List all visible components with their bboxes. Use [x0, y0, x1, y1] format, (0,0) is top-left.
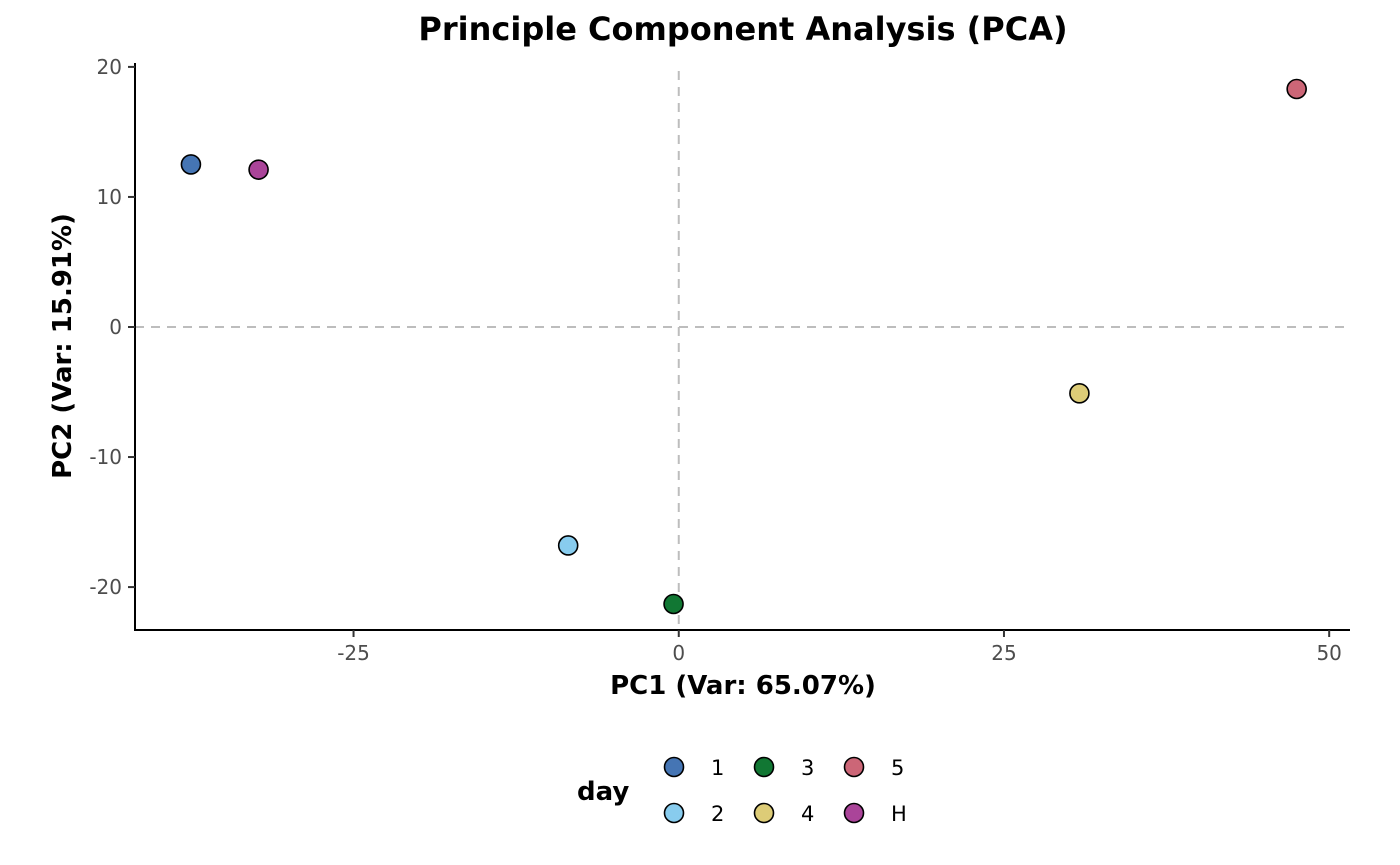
x-tick-label: 50 — [1316, 641, 1341, 665]
legend-key-2 — [663, 802, 685, 824]
data-point-day-1 — [180, 154, 202, 175]
x-axis-title: PC1 (Var: 65.07%) — [610, 671, 876, 701]
legend-key-5 — [843, 756, 865, 778]
y-tick-label: 20 — [97, 55, 122, 79]
legend: day 1 2 3 4 5 H — [577, 756, 907, 826]
reference-lines — [135, 71, 1350, 630]
legend-label-3: 3 — [801, 756, 814, 780]
data-point-day-2 — [557, 535, 579, 556]
legend-label-5: 5 — [891, 756, 904, 780]
y-tick-label: -10 — [89, 445, 122, 469]
x-tick-label: 0 — [672, 641, 685, 665]
plot-area: -25 0 25 50 20 10 0 -10 -20 — [89, 55, 1350, 665]
y-axis-ticks: 20 10 0 -10 -20 — [89, 55, 135, 599]
data-point-day-H — [248, 159, 269, 180]
data-point-day-3 — [663, 593, 684, 615]
y-tick-label: -20 — [89, 575, 122, 599]
y-tick-label: 10 — [97, 185, 122, 209]
legend-title: day — [577, 777, 629, 807]
x-axis-ticks: -25 0 25 50 — [337, 630, 1342, 665]
legend-key-3 — [753, 756, 775, 778]
data-points — [180, 78, 1307, 615]
legend-label-4: 4 — [801, 802, 814, 826]
chart-title: Principle Component Analysis (PCA) — [418, 10, 1067, 48]
legend-key-H — [843, 802, 865, 824]
legend-items: 1 2 3 4 5 H — [663, 756, 907, 826]
x-tick-label: -25 — [337, 641, 370, 665]
y-tick-label: 0 — [109, 315, 122, 339]
legend-key-4 — [753, 802, 775, 824]
legend-label-2: 2 — [711, 802, 724, 826]
data-point-day-4 — [1069, 383, 1090, 404]
x-tick-label: 25 — [991, 641, 1016, 665]
legend-key-1 — [663, 756, 685, 778]
legend-label-H: H — [891, 802, 907, 826]
legend-label-1: 1 — [711, 756, 724, 780]
y-axis-title: PC2 (Var: 15.91%) — [48, 213, 78, 479]
data-point-day-5 — [1286, 78, 1307, 100]
